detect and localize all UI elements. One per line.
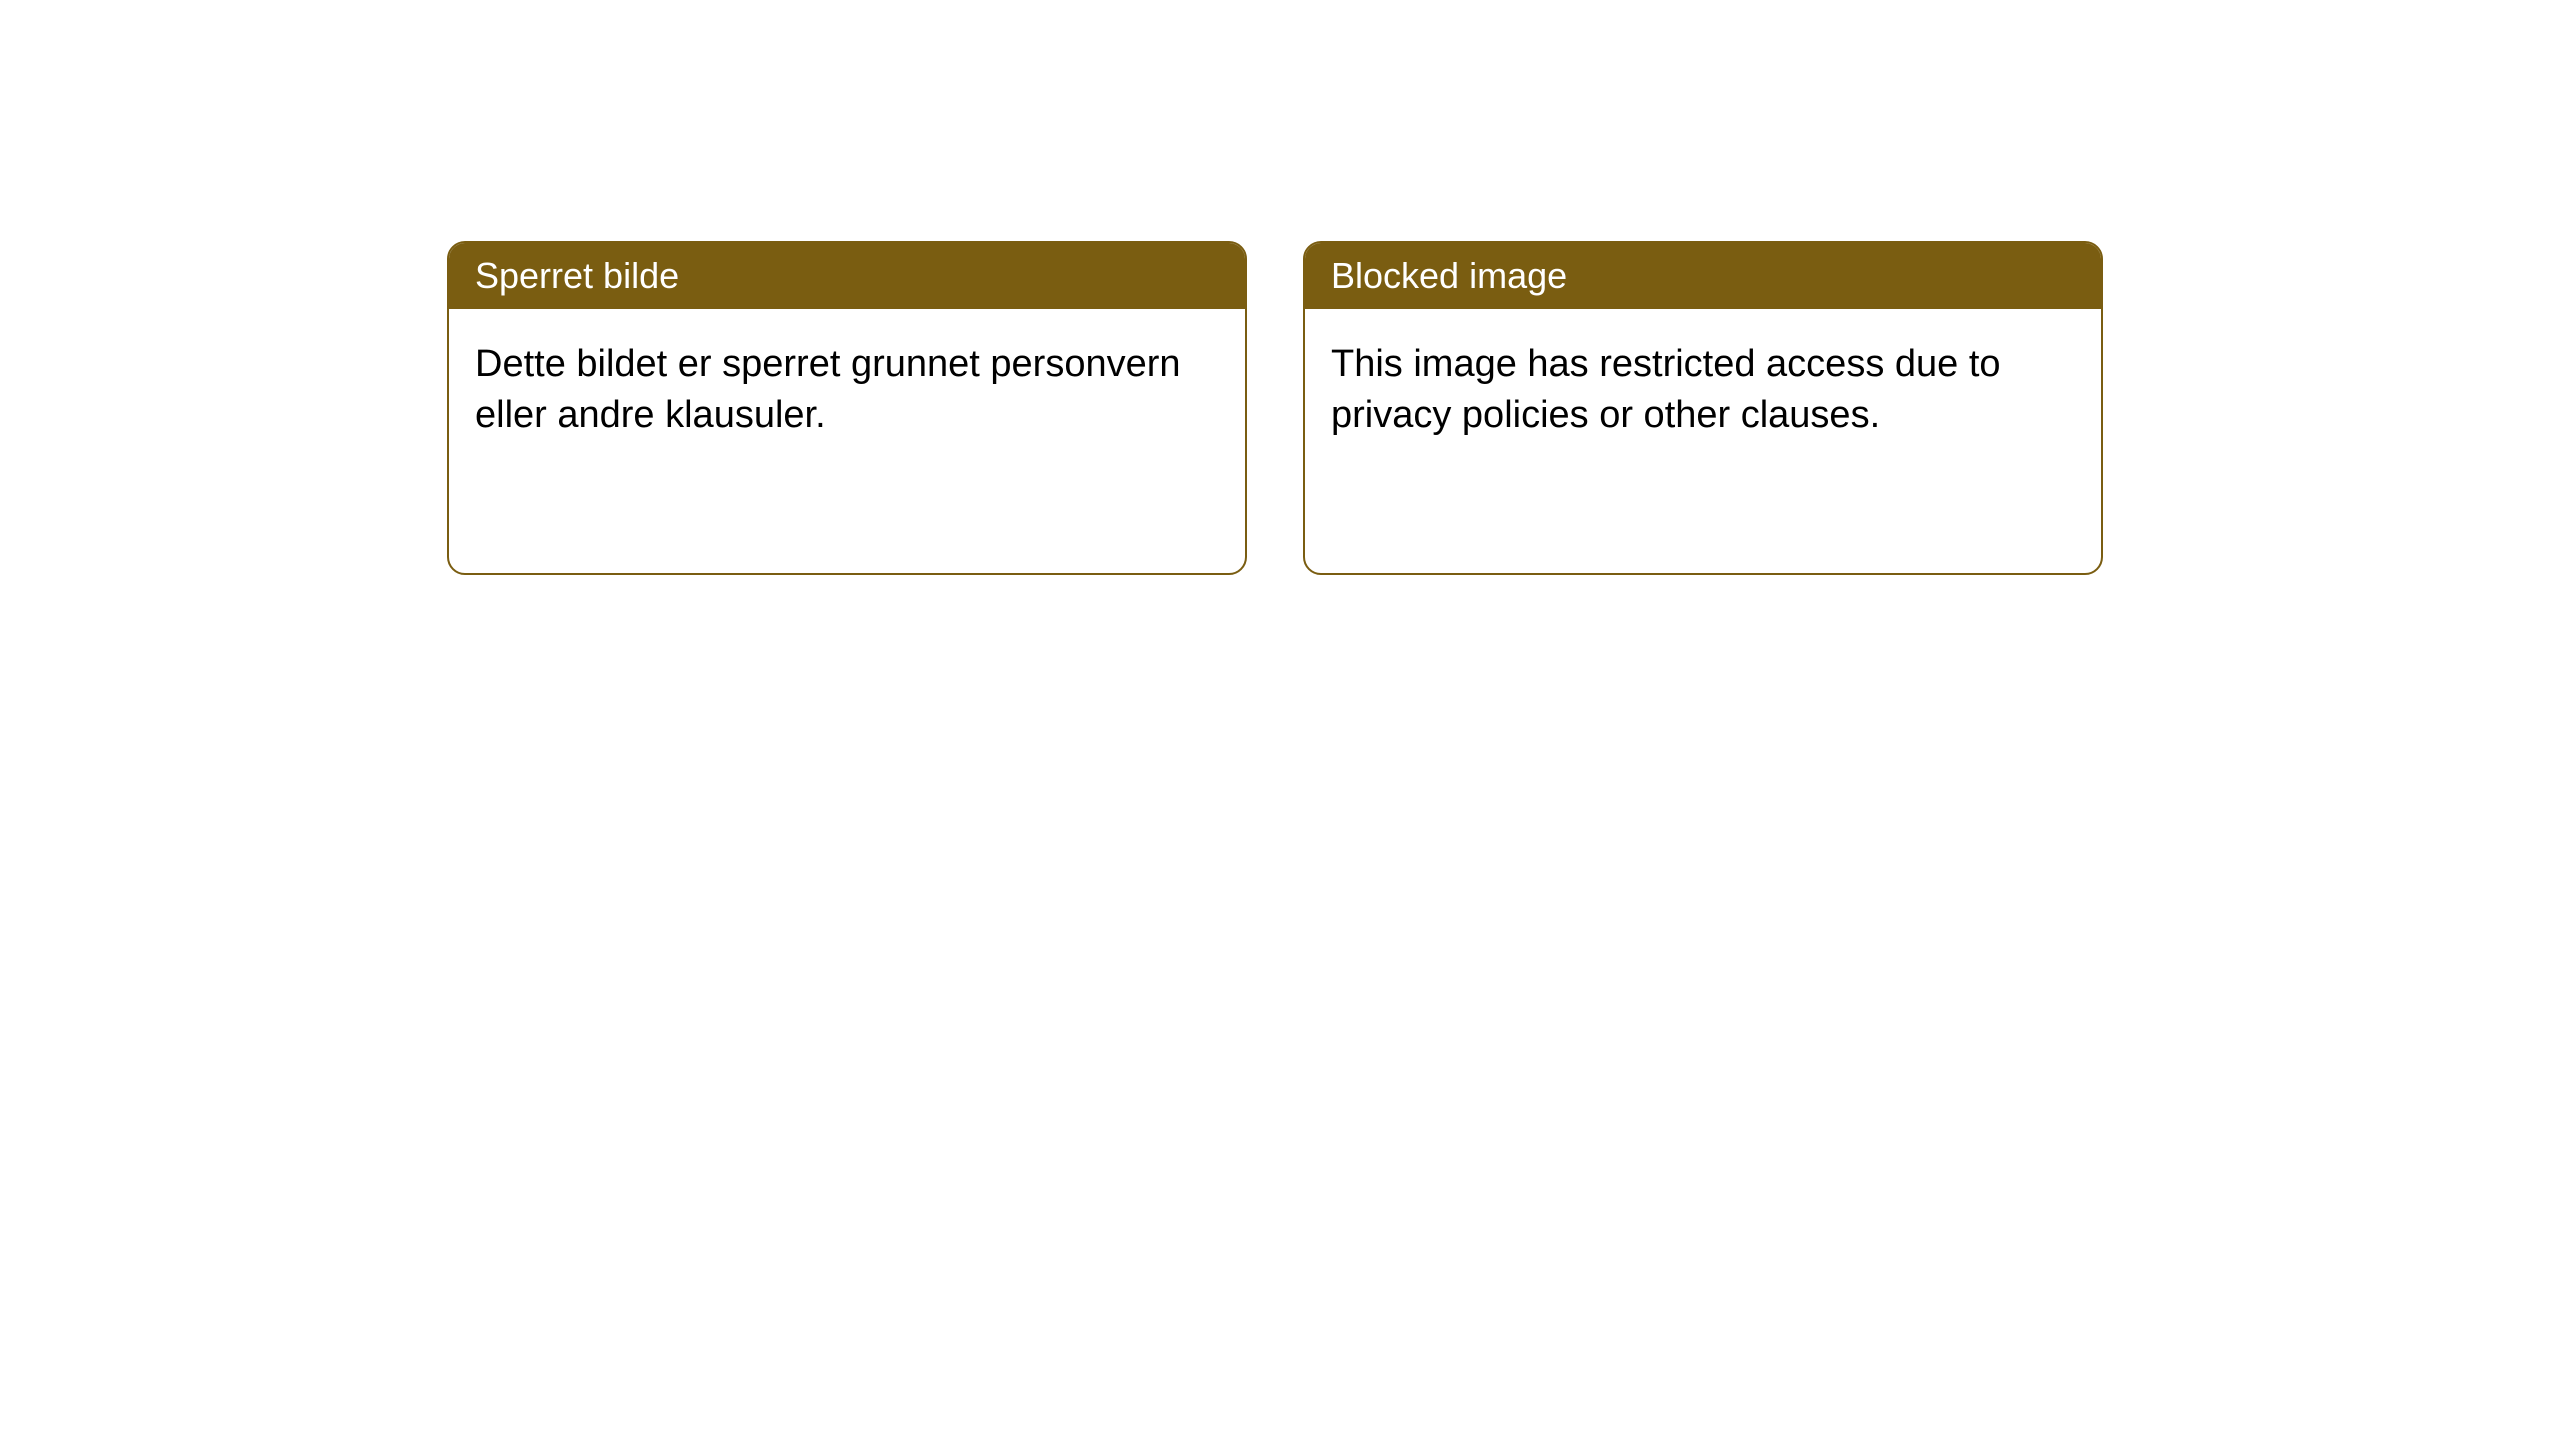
card-header-english: Blocked image [1305, 243, 2101, 309]
card-header-norwegian: Sperret bilde [449, 243, 1245, 309]
notice-container: Sperret bilde Dette bildet er sperret gr… [447, 241, 2103, 575]
card-body-english: This image has restricted access due to … [1305, 309, 2101, 472]
card-body-norwegian: Dette bildet er sperret grunnet personve… [449, 309, 1245, 472]
notice-card-norwegian: Sperret bilde Dette bildet er sperret gr… [447, 241, 1247, 575]
notice-card-english: Blocked image This image has restricted … [1303, 241, 2103, 575]
